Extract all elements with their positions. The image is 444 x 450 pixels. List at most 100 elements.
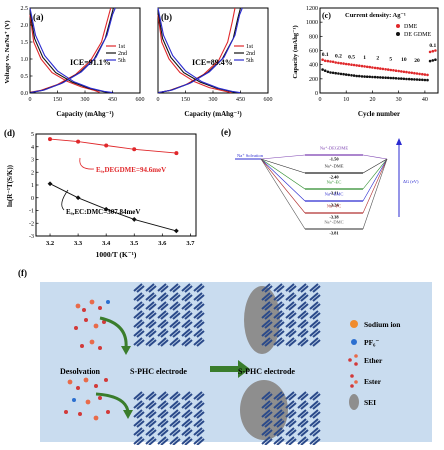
graphite-layer [297,301,309,311]
graphite-layer [297,328,309,338]
x-tick-label: 450 [108,97,117,103]
graphite-layer [145,301,157,311]
y-tick-label: 200 [309,77,318,83]
level-name: Na⁺-DEGDME [320,146,349,151]
graphite-layer [145,400,157,410]
y-tick-label: 1.0 [21,57,29,63]
graphite-layer [309,319,321,329]
desolvation-arrowhead-bottom [123,410,133,419]
y-tick-label: 2.5 [21,6,29,12]
graphite-layer [145,337,157,347]
point-DE GDME [381,76,385,79]
graphite-layer [133,292,145,302]
graphite-layer [285,418,297,428]
y-tick-label: 1.5 [21,40,29,46]
graphite-layer [181,436,193,446]
panel-d-label: (d) [4,128,15,138]
sei-layer-top [244,286,280,354]
y-tick-label: -1 [29,209,34,215]
point-DE GDME [376,76,379,79]
x-tick-label: 10 [343,97,349,103]
panel-b-label: (b) [161,12,172,22]
point-DME [384,68,387,71]
point-DME [350,63,353,66]
graphite-layer [261,337,273,347]
y-tick-label: 600 [309,49,318,55]
graphite-layer [157,418,169,428]
point-DE GDME [365,75,369,78]
panel-b-xlabel: Capacity (mAhg⁻¹) [184,110,242,118]
point-DE GDME [326,70,330,74]
point-DE GDME [389,76,393,80]
graphite-layer [133,283,145,293]
connector-out-2 [362,158,388,190]
level-name: Na⁺-PC [327,204,342,209]
graphite-layer [145,427,157,437]
y-tick-label: -2 [29,221,34,227]
point-DE GDME [347,73,351,77]
point-DME [389,68,393,72]
panel-d-xlabel: 1000/T (K⁻¹) [96,250,137,259]
connector-out-0 [362,154,388,160]
y-tick-label: 5 [31,132,34,138]
point-DME [329,60,332,63]
point-EC:DMC [103,206,109,212]
point-DEGDME [104,143,109,148]
graphite-layer [193,427,205,437]
x-tick-label: 150 [53,97,62,103]
graphite-layer [261,427,273,437]
graphite-layer [285,319,297,329]
point-DE GDME [321,68,324,71]
rate-label: 20 [414,58,420,64]
graphite-layer [297,292,309,302]
x-tick-label: 30 [396,97,402,103]
panel-a-xlabel: Capacity (mAhg⁻¹) [56,110,114,118]
x-tick-label: 600 [136,97,145,103]
panel-d-annotation-black: Eₐ,EC:DMC=307.84meV [66,208,140,216]
graphite-layer [309,328,321,338]
point-DE GDME [394,77,398,80]
point-DME [323,59,327,63]
point-DE GDME [368,75,372,79]
legend-ether-icon [348,354,358,366]
graphite-layer [261,391,273,401]
graphite-layer [169,292,181,302]
desolvation-label: Desolvation [60,367,101,376]
x-tick-label: 3.2 [46,240,54,247]
graphite-layer [157,409,169,419]
graphite-layer [285,337,297,347]
point-DME [400,70,403,73]
rate-label: 10 [401,57,407,63]
graphite-layer [261,283,273,293]
graphite-layer [309,436,321,446]
graphite-layer [193,436,205,446]
level-name: Na⁺-EMC [325,192,344,197]
graphite-layer [133,418,145,428]
graphite-layer [157,436,169,446]
panel-a-annotation: ICE=91.1% [70,58,111,67]
graphite-layer [157,328,169,338]
x-tick-label: 150 [181,97,190,103]
graphite-layer [261,310,273,320]
graphite-layer [133,301,145,311]
point-DE GDME [371,75,374,79]
graphite-layer [133,436,145,446]
graphite-layer [297,418,309,428]
point-DME [326,59,330,63]
graphite-layer [261,436,273,446]
point-DE GDME [350,74,353,77]
point-DE GDME [392,76,395,80]
graphite-layer [285,292,297,302]
graphite-layer [193,292,205,302]
graphite-layer [157,391,169,401]
legend-2nd: 2nd [118,51,127,57]
point-DE GDME [355,74,358,78]
process-arrow-head [238,360,250,378]
point-DE GDME [339,72,343,76]
point-DE GDME [434,58,437,61]
graphite-layer [297,436,309,446]
point-EC:DMC [173,228,179,234]
series-1st-discharge [157,14,232,94]
graphite-layer [273,337,285,347]
legend-sei-icon [349,394,359,410]
